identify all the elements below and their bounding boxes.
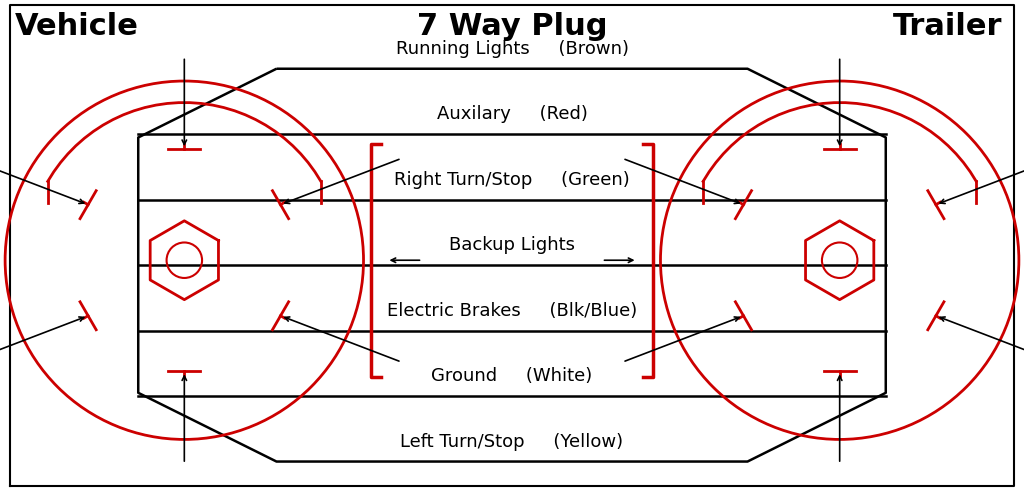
Text: Vehicle: Vehicle — [15, 12, 138, 41]
Text: Left Turn/Stop     (Yellow): Left Turn/Stop (Yellow) — [400, 433, 624, 451]
Text: Right Turn/Stop     (Green): Right Turn/Stop (Green) — [394, 171, 630, 189]
Text: Trailer: Trailer — [893, 12, 1001, 41]
Text: Running Lights     (Brown): Running Lights (Brown) — [395, 40, 629, 58]
Text: Auxilary     (Red): Auxilary (Red) — [436, 106, 588, 123]
Text: Electric Brakes     (Blk/Blue): Electric Brakes (Blk/Blue) — [387, 302, 637, 320]
Text: 7 Way Plug: 7 Way Plug — [417, 12, 607, 41]
Text: Ground     (White): Ground (White) — [431, 367, 593, 385]
Text: Backup Lights: Backup Lights — [449, 236, 575, 254]
